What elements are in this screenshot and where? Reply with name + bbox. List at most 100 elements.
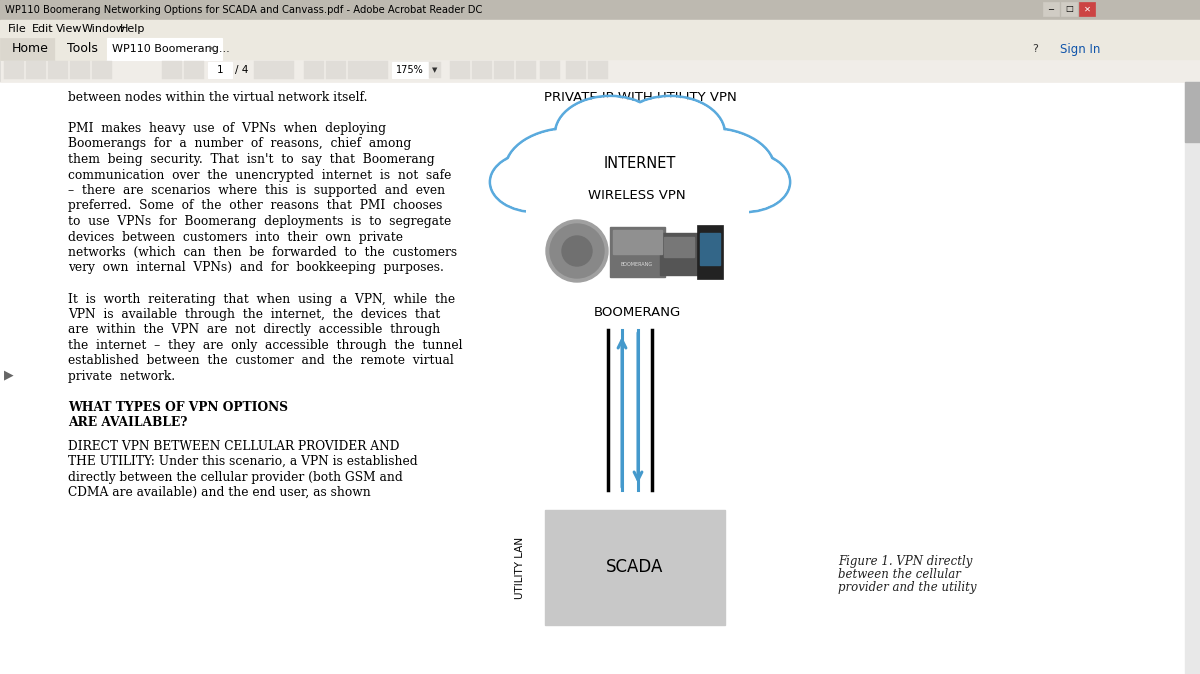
Bar xyxy=(494,61,514,79)
Bar xyxy=(348,61,368,79)
Ellipse shape xyxy=(700,152,790,212)
Bar xyxy=(55,38,106,60)
Text: WHAT TYPES OF VPN OPTIONS: WHAT TYPES OF VPN OPTIONS xyxy=(68,401,288,414)
Bar xyxy=(48,61,68,79)
Bar xyxy=(540,61,560,79)
Text: SCADA: SCADA xyxy=(606,559,664,576)
Text: □: □ xyxy=(1066,5,1073,13)
Bar xyxy=(70,61,90,79)
Bar xyxy=(700,233,720,265)
Ellipse shape xyxy=(545,105,734,209)
Text: INTERNET: INTERNET xyxy=(604,156,676,171)
Text: / 4: / 4 xyxy=(235,65,248,75)
Bar xyxy=(566,61,586,79)
Text: Sign In: Sign In xyxy=(1060,42,1100,55)
Bar xyxy=(368,61,388,79)
Text: VPN  is  available  through  the  internet,  the  devices  that: VPN is available through the internet, t… xyxy=(68,308,440,321)
Text: CDMA are available) and the end user, as shown: CDMA are available) and the end user, as… xyxy=(68,486,371,499)
Bar xyxy=(1186,82,1200,142)
Bar xyxy=(1186,82,1200,674)
Text: Edit: Edit xyxy=(32,24,54,34)
Text: Tools: Tools xyxy=(67,42,98,55)
Text: File: File xyxy=(8,24,26,34)
Bar xyxy=(1079,2,1096,16)
Text: Help: Help xyxy=(120,24,145,34)
Ellipse shape xyxy=(547,107,733,207)
Text: between the cellular: between the cellular xyxy=(838,568,961,581)
Text: ARE AVAILABLE?: ARE AVAILABLE? xyxy=(68,417,187,429)
Bar xyxy=(0,20,1200,38)
Ellipse shape xyxy=(505,128,635,212)
Ellipse shape xyxy=(550,224,604,278)
Bar xyxy=(0,38,1200,60)
Ellipse shape xyxy=(490,152,580,212)
Text: private  network.: private network. xyxy=(68,370,175,383)
Text: ✕: ✕ xyxy=(1084,5,1091,13)
Text: 175%: 175% xyxy=(396,65,424,75)
Ellipse shape xyxy=(647,130,773,210)
Bar xyxy=(660,233,698,275)
Bar xyxy=(588,61,608,79)
Ellipse shape xyxy=(508,130,634,210)
Bar xyxy=(527,175,746,330)
Bar xyxy=(107,38,222,60)
Text: WIRELESS VPN: WIRELESS VPN xyxy=(588,189,686,202)
Text: THE UTILITY: Under this scenario, a VPN is established: THE UTILITY: Under this scenario, a VPN … xyxy=(68,455,418,468)
Text: It  is  worth  reiterating  that  when  using  a  VPN,  while  the: It is worth reiterating that when using … xyxy=(68,293,455,305)
Text: Home: Home xyxy=(12,42,49,55)
Bar xyxy=(0,60,1200,82)
Text: ▶: ▶ xyxy=(4,369,13,381)
Text: communication  over  the  unencrypted  internet  is  not  safe: communication over the unencrypted inter… xyxy=(68,168,451,181)
Text: Boomerangs  for  a  number  of  reasons,  chief  among: Boomerangs for a number of reasons, chie… xyxy=(68,137,412,150)
Text: –  there  are  scenarios  where  this  is  supported  and  even: – there are scenarios where this is supp… xyxy=(68,184,445,197)
Ellipse shape xyxy=(617,98,722,170)
Ellipse shape xyxy=(702,154,788,210)
Bar xyxy=(0,38,55,60)
Text: preferred.  Some  of  the  other  reasons  that  PMI  chooses: preferred. Some of the other reasons tha… xyxy=(68,200,443,212)
Text: ─: ─ xyxy=(1049,5,1054,13)
Ellipse shape xyxy=(546,220,608,282)
Bar xyxy=(326,61,346,79)
Text: 1: 1 xyxy=(217,65,223,75)
Bar xyxy=(26,61,46,79)
Bar xyxy=(1043,2,1060,16)
Text: devices  between  customers  into  their  own  private: devices between customers into their own… xyxy=(68,231,403,243)
Text: Window: Window xyxy=(82,24,126,34)
Bar xyxy=(208,62,232,78)
Text: established  between  the  customer  and  the  remote  virtual: established between the customer and the… xyxy=(68,355,454,367)
Ellipse shape xyxy=(554,96,665,172)
Text: networks  (which  can  then  be  forwarded  to  the  customers: networks (which can then be forwarded to… xyxy=(68,246,457,259)
Bar xyxy=(664,237,694,257)
Circle shape xyxy=(1026,40,1044,58)
Bar xyxy=(610,227,665,277)
Text: them  being  security.  That  isn't  to  say  that  Boomerang: them being security. That isn't to say t… xyxy=(68,153,434,166)
Text: ▼: ▼ xyxy=(432,67,438,73)
Bar xyxy=(0,82,1186,674)
Bar xyxy=(450,61,470,79)
Text: View: View xyxy=(56,24,83,34)
Text: ✕: ✕ xyxy=(208,44,216,54)
Bar xyxy=(545,510,725,625)
Text: to  use  VPNs  for  Boomerang  deployments  is  to  segregate: to use VPNs for Boomerang deployments is… xyxy=(68,215,451,228)
Text: very  own  internal  VPNs)  and  for  bookkeeping  purposes.: very own internal VPNs) and for bookkeep… xyxy=(68,262,444,274)
Bar xyxy=(184,61,204,79)
Text: WP110 Boomerang...: WP110 Boomerang... xyxy=(112,44,229,54)
Bar xyxy=(472,61,492,79)
Bar xyxy=(4,61,24,79)
Bar xyxy=(92,61,112,79)
Text: ?: ? xyxy=(1032,44,1038,54)
Text: UTILITY LAN: UTILITY LAN xyxy=(515,537,526,599)
Bar xyxy=(505,490,754,645)
Text: are  within  the  VPN  are  not  directly  accessible  through: are within the VPN are not directly acce… xyxy=(68,324,440,336)
Bar xyxy=(254,61,274,79)
Text: directly between the cellular provider (both GSM and: directly between the cellular provider (… xyxy=(68,470,403,484)
Ellipse shape xyxy=(616,96,725,172)
Text: BOOMERANG: BOOMERANG xyxy=(620,262,653,268)
Bar xyxy=(516,61,536,79)
Bar xyxy=(274,61,294,79)
Bar xyxy=(1061,2,1078,16)
Bar xyxy=(613,230,662,254)
Text: PRIVATE IP WITH UTILITY VPN: PRIVATE IP WITH UTILITY VPN xyxy=(544,91,737,104)
Bar xyxy=(304,61,324,79)
Text: the  internet  –  they  are  only  accessible  through  the  tunnel: the internet – they are only accessible … xyxy=(68,339,462,352)
